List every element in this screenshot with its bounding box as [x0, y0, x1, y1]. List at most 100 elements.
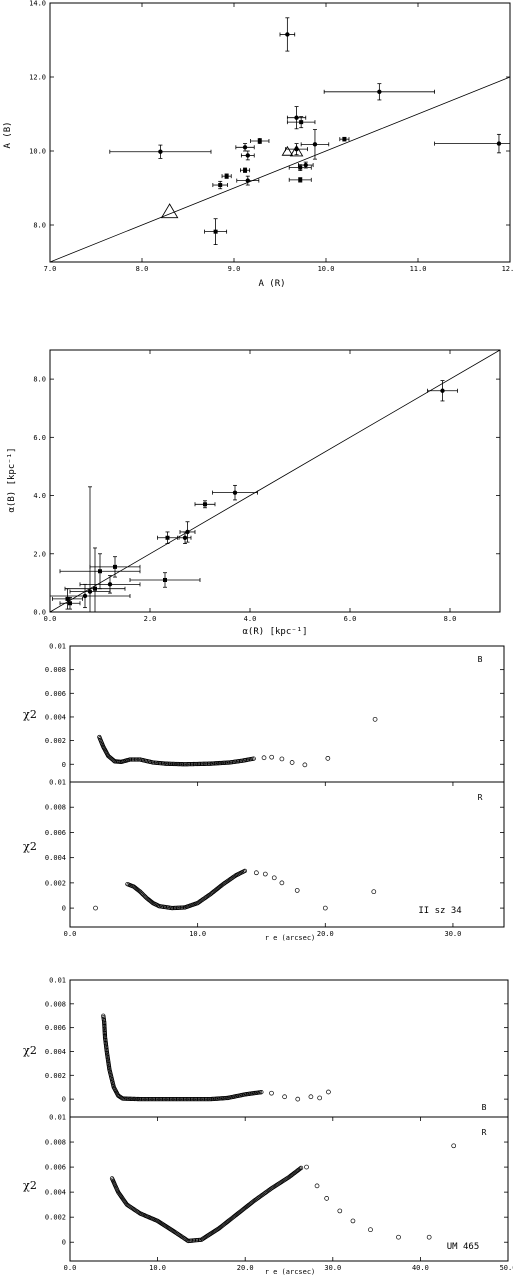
data-point-square: [203, 502, 207, 507]
chi2-point: [178, 1096, 183, 1102]
chi2-point: [167, 1096, 172, 1102]
chi2-point: [182, 1096, 188, 1102]
chi2-point: [221, 760, 227, 765]
chi2-point: [177, 1096, 182, 1102]
chi2-point: [317, 1095, 323, 1101]
data-point: [303, 162, 308, 168]
chi2-point: [144, 1096, 150, 1102]
y-tick-label: 0.006: [45, 1024, 66, 1032]
x-axis-label: r e (arcsec): [265, 1268, 316, 1276]
chi2-point: [191, 1096, 196, 1102]
chi2-point: [135, 1096, 140, 1102]
chi2-point: [166, 761, 171, 766]
chi2-point: [206, 761, 212, 766]
chi2-point: [150, 760, 156, 765]
chi2-point: [103, 1043, 109, 1048]
chi2-point: [196, 1237, 201, 1243]
chi2-point: [149, 1096, 154, 1102]
data-point-square: [342, 137, 347, 142]
chi2-point: [210, 1096, 216, 1102]
data-point-square: [213, 229, 218, 234]
chi2-point: [167, 761, 172, 766]
panel-iisz34-r: 0.0 10.0 20.0 30.0 0 0.002 0.004 0.006 0.008 0.0…: [23, 779, 505, 942]
chi2-point: [179, 905, 185, 910]
chi2-point: [189, 761, 195, 767]
chi2-point: [147, 1096, 153, 1102]
chi2-point: [103, 1036, 108, 1041]
chi2-point: [189, 1096, 195, 1102]
chi2-point: [217, 1096, 222, 1101]
x-tick-label: 10.0: [318, 265, 335, 273]
chi2-point: [135, 757, 140, 762]
chi2-point: [125, 1096, 131, 1101]
chi2-point: [192, 761, 197, 767]
x-tick-label: 10.0: [149, 1264, 166, 1272]
chi2-point: [210, 761, 216, 766]
chi2-point: [195, 761, 200, 767]
y-tick-label: 0.004: [45, 713, 66, 721]
x-tick-label: 20.0: [237, 1264, 254, 1272]
chi2-point: [289, 760, 295, 765]
chi2-point: [368, 1227, 373, 1233]
chi2-point: [103, 1040, 108, 1046]
chi2-point: [371, 889, 377, 895]
plot-frame: [49, 349, 501, 613]
data-point: [245, 153, 250, 158]
chi2-point: [101, 1015, 106, 1020]
chi2-point: [159, 761, 164, 766]
x-tick-label: 40.0: [412, 1264, 429, 1272]
y-tick-label: 0.004: [45, 1048, 66, 1056]
y-tick-label: 0.006: [45, 829, 66, 837]
data-point: [245, 178, 250, 183]
chi2-point: [174, 1096, 179, 1102]
chi2-point: [133, 1096, 139, 1102]
chi2-point: [156, 1096, 161, 1102]
chi2-point: [179, 762, 185, 767]
chi2-point: [174, 761, 179, 767]
plot-frame: [69, 979, 509, 1118]
chi2-point: [195, 1096, 200, 1102]
x-tick-label: 4.0: [244, 615, 257, 623]
chi2-point: [93, 905, 98, 911]
data-point: [312, 142, 318, 147]
y-tick-label: 0.006: [45, 690, 66, 698]
data-point-square: [165, 535, 170, 540]
chi2-point: [158, 1096, 164, 1102]
y-tick-label: 0: [62, 905, 66, 913]
x-tick-label: 30.0: [445, 930, 462, 938]
chi2-point: [102, 1035, 108, 1040]
chi2-point: [177, 905, 182, 910]
chi2-point: [157, 1096, 162, 1102]
chi2-point: [199, 761, 205, 767]
chi2-point: [102, 1019, 107, 1024]
chi2-point: [120, 1096, 125, 1101]
chi2-point: [123, 1096, 128, 1101]
chi2-point: [184, 1096, 189, 1102]
data-point-square: [298, 165, 303, 170]
chi2-point: [192, 1096, 197, 1102]
chi2-point: [102, 1033, 108, 1038]
y-tick-label: 0.01: [49, 779, 66, 787]
chi2-point: [216, 1096, 221, 1101]
plot-frame: [69, 645, 505, 783]
chi2-point: [185, 1096, 190, 1102]
chi2-point: [160, 761, 166, 766]
chi2-point: [153, 1096, 158, 1102]
data-point-square: [98, 569, 102, 574]
data-point: [182, 535, 188, 540]
chi2-point: [204, 761, 209, 766]
y-tick-label: 0.002: [45, 879, 66, 887]
y-tick-label: 0.01: [49, 1114, 66, 1122]
plot-frame: [69, 1116, 509, 1262]
y-axis-label: χ2: [23, 840, 37, 853]
y-axis-label: χ2: [23, 1179, 37, 1192]
y-tick-label: 2.0: [33, 550, 46, 558]
chi2-point: [155, 760, 160, 766]
chi2-point: [165, 1096, 171, 1102]
data-point: [285, 32, 290, 37]
chi2-point: [216, 761, 221, 766]
chi2-point: [146, 1096, 151, 1102]
chi2-point: [103, 1042, 109, 1047]
band-label: B: [478, 655, 483, 664]
chi2-point: [279, 756, 285, 762]
